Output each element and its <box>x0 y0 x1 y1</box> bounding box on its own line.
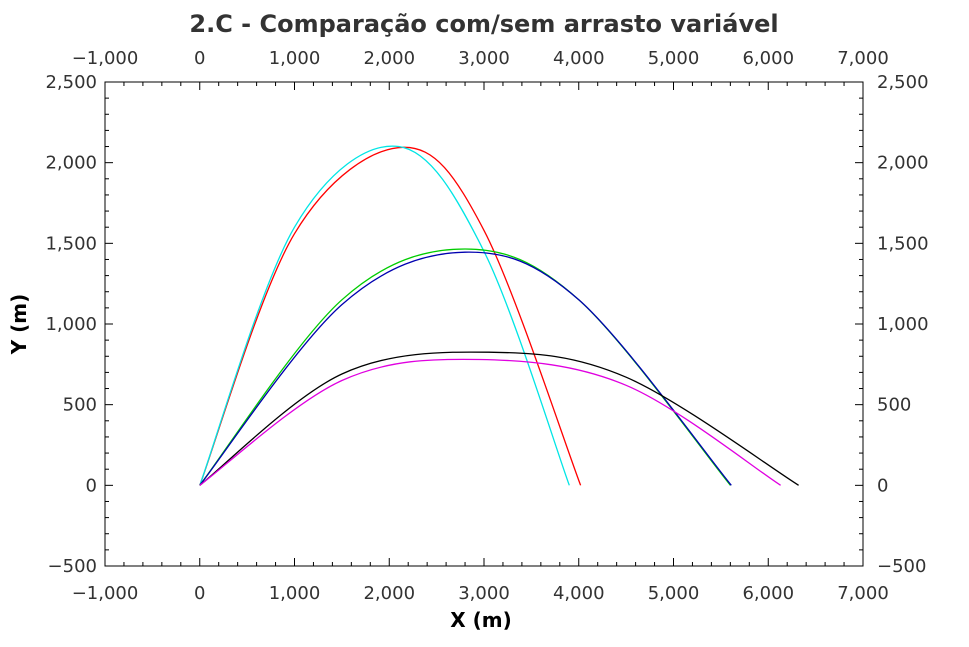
tick-marks <box>104 81 864 567</box>
series-group <box>199 145 799 486</box>
x-tick-label-top: 3,000 <box>458 48 510 69</box>
y-tick-label: −500 <box>48 556 97 577</box>
x-axis-label: X (m) <box>450 608 512 632</box>
y-tick-label-right: 2,000 <box>877 153 929 174</box>
x-tick-label: 5,000 <box>648 583 700 604</box>
x-tick-label-top: 2,000 <box>363 48 415 69</box>
y-tick-label: 2,500 <box>45 72 97 93</box>
y-tick-label-right: 1,000 <box>877 314 929 335</box>
x-tick-label: 1,000 <box>269 583 321 604</box>
tick-labels: −1,000 −1,000 0 0 1,000 1,000 2,000 2,000 3,000 3… <box>45 48 928 604</box>
y-tick-label: 500 <box>63 395 97 416</box>
series-line-5 <box>199 351 799 486</box>
x-tick-label-top: 1,000 <box>269 48 321 69</box>
series-line-4 <box>199 251 732 486</box>
series-line-6 <box>199 358 781 486</box>
x-tick-label-top: −1,000 <box>72 48 139 69</box>
y-tick-label-right: 1,500 <box>877 233 929 254</box>
x-tick-label-top: 7,000 <box>837 48 889 69</box>
x-tick-label: 4,000 <box>553 583 605 604</box>
y-tick-label-right: −500 <box>877 556 926 577</box>
y-tick-label: 0 <box>86 475 97 496</box>
x-tick-label-top: 0 <box>194 48 205 69</box>
chart-title: 2.C - Comparação com/sem arrasto variáve… <box>189 10 778 38</box>
x-tick-label: 6,000 <box>742 583 794 604</box>
y-tick-label: 1,500 <box>45 233 97 254</box>
y-tick-label-right: 0 <box>877 475 888 496</box>
x-tick-label-top: 6,000 <box>742 48 794 69</box>
x-tick-label-top: 4,000 <box>553 48 605 69</box>
y-tick-label-right: 2,500 <box>877 72 929 93</box>
x-tick-label: 0 <box>194 583 205 604</box>
x-tick-label: 7,000 <box>837 583 889 604</box>
x-tick-label: 2,000 <box>363 583 415 604</box>
y-axis-label: Y (m) <box>7 294 31 356</box>
x-tick-label: 3,000 <box>458 583 510 604</box>
series-line-2 <box>199 145 570 486</box>
y-tick-label: 1,000 <box>45 314 97 335</box>
y-tick-label-right: 500 <box>877 395 911 416</box>
x-tick-label-top: 5,000 <box>648 48 700 69</box>
y-tick-label: 2,000 <box>45 153 97 174</box>
series-line-3 <box>199 248 731 486</box>
x-tick-label: −1,000 <box>72 583 139 604</box>
plot-frame <box>104 81 864 567</box>
